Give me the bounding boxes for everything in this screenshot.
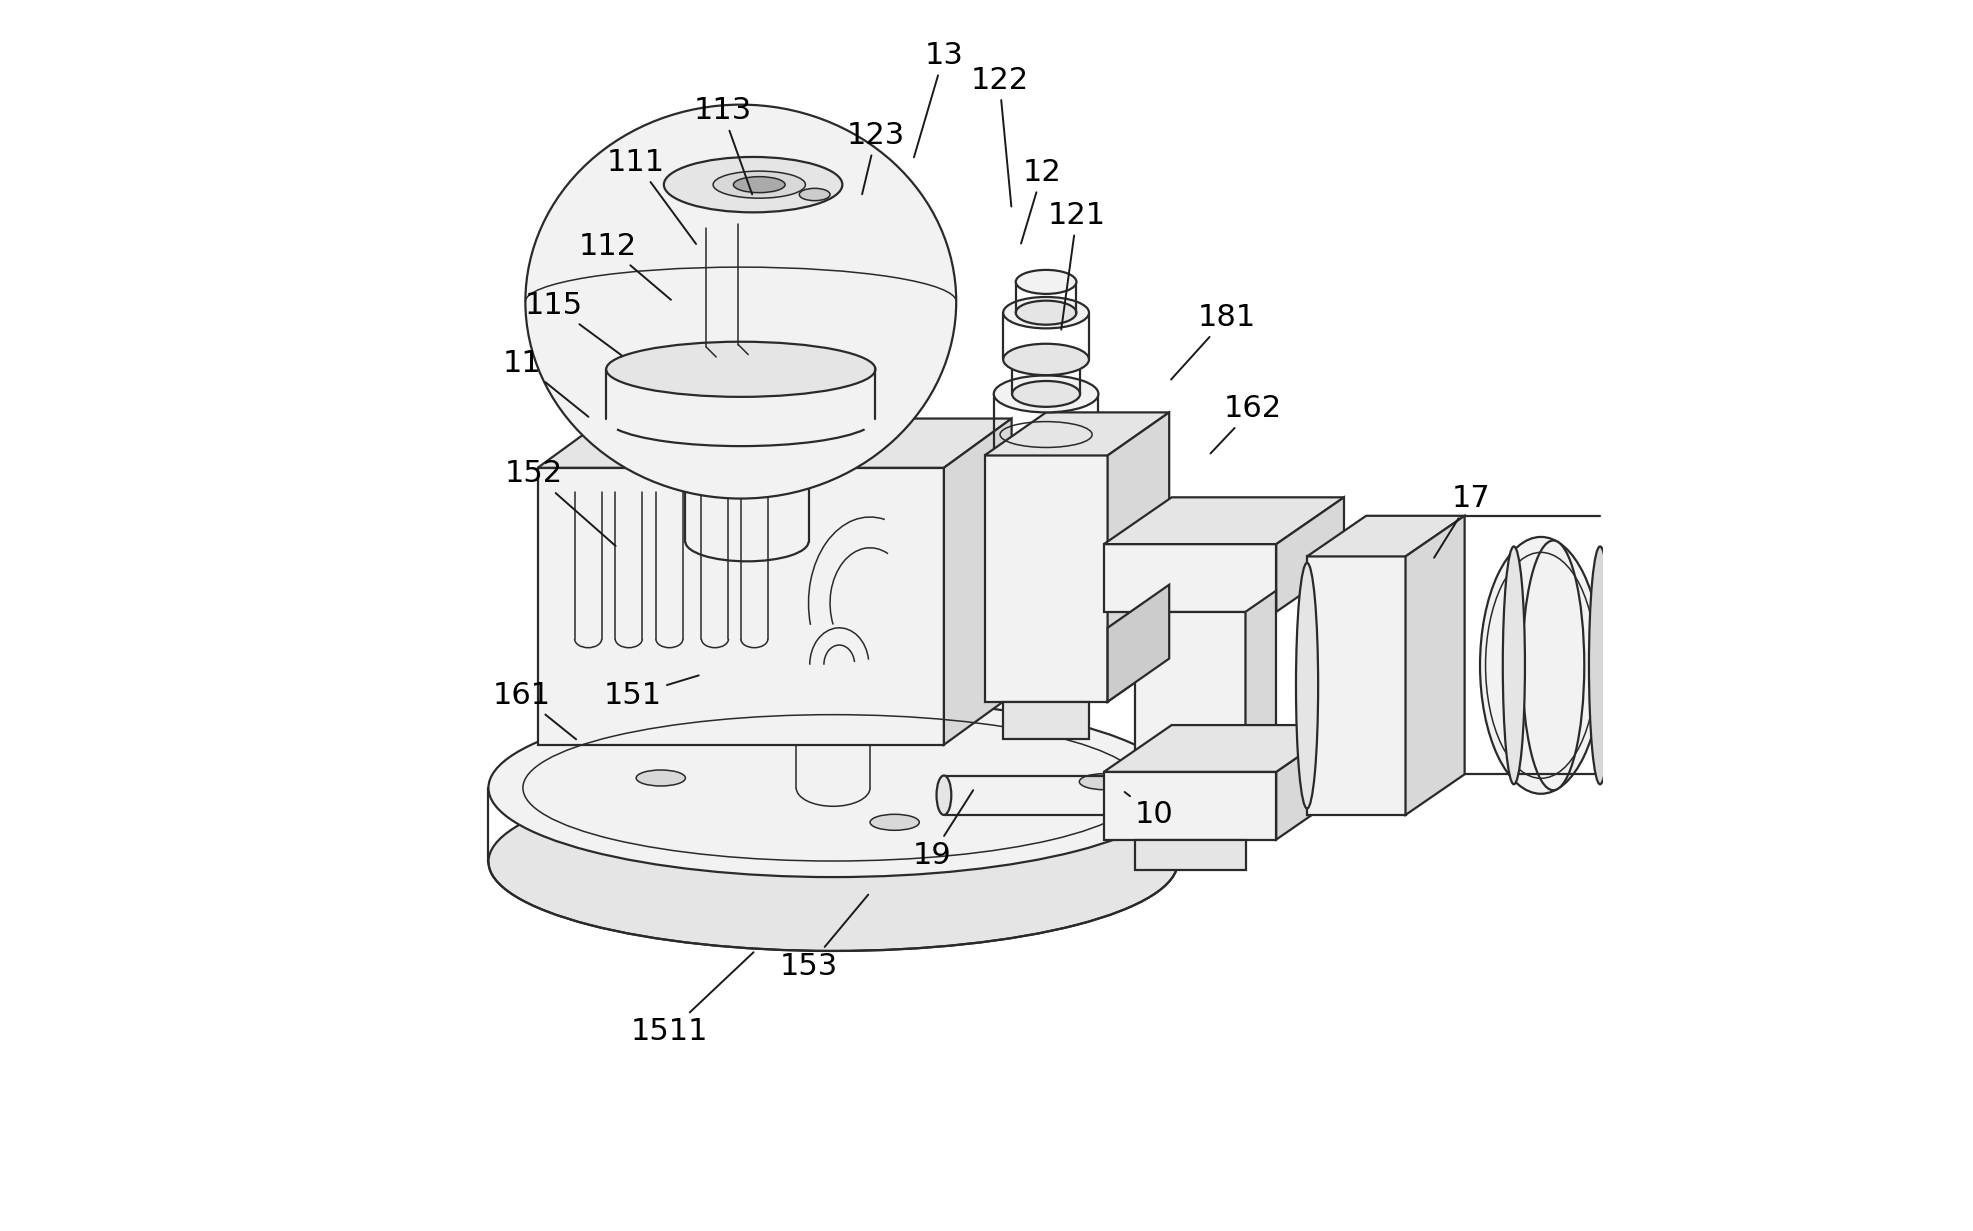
Text: 10: 10 <box>1125 792 1174 830</box>
Ellipse shape <box>1079 774 1129 790</box>
Text: 112: 112 <box>578 231 671 300</box>
Ellipse shape <box>1016 270 1075 294</box>
Ellipse shape <box>1501 547 1525 784</box>
Text: 153: 153 <box>779 895 868 981</box>
Ellipse shape <box>992 375 1097 412</box>
Text: 152: 152 <box>505 459 616 547</box>
Polygon shape <box>537 419 1010 468</box>
Ellipse shape <box>487 773 1178 950</box>
Ellipse shape <box>799 188 829 201</box>
Polygon shape <box>1107 412 1168 702</box>
Ellipse shape <box>1296 563 1318 809</box>
Ellipse shape <box>1521 540 1584 790</box>
Polygon shape <box>1103 497 1344 544</box>
Ellipse shape <box>734 177 785 193</box>
Polygon shape <box>1103 772 1277 840</box>
Ellipse shape <box>1016 300 1075 325</box>
Text: 111: 111 <box>608 148 696 244</box>
Polygon shape <box>943 419 1010 745</box>
Text: 122: 122 <box>971 65 1028 207</box>
Text: 121: 121 <box>1048 201 1105 330</box>
Polygon shape <box>1306 556 1405 815</box>
Polygon shape <box>1103 725 1344 772</box>
Ellipse shape <box>935 776 951 815</box>
Text: 1511: 1511 <box>629 953 754 1046</box>
Text: 162: 162 <box>1209 394 1280 453</box>
Ellipse shape <box>1002 343 1089 375</box>
Polygon shape <box>985 412 1168 455</box>
Polygon shape <box>1405 516 1464 815</box>
Text: 181: 181 <box>1170 303 1255 379</box>
Polygon shape <box>1134 840 1245 870</box>
Text: 151: 151 <box>604 676 698 710</box>
Ellipse shape <box>1588 547 1610 784</box>
Polygon shape <box>1107 585 1168 702</box>
Polygon shape <box>1277 725 1344 840</box>
Polygon shape <box>1134 612 1245 772</box>
Text: 12: 12 <box>1020 158 1061 244</box>
Ellipse shape <box>1012 382 1079 406</box>
Ellipse shape <box>1002 297 1089 329</box>
Text: 123: 123 <box>846 121 906 194</box>
Text: 13: 13 <box>913 41 963 158</box>
Polygon shape <box>985 455 1107 702</box>
Polygon shape <box>1306 516 1464 556</box>
Polygon shape <box>537 468 943 745</box>
Ellipse shape <box>525 105 955 499</box>
Ellipse shape <box>870 815 919 831</box>
Ellipse shape <box>663 158 842 213</box>
Polygon shape <box>1277 497 1344 612</box>
Text: 19: 19 <box>912 790 973 870</box>
Text: 17: 17 <box>1432 484 1490 558</box>
Text: 161: 161 <box>493 681 576 740</box>
Text: 11: 11 <box>501 348 588 417</box>
Ellipse shape <box>487 699 1178 876</box>
Text: 113: 113 <box>693 96 752 194</box>
Text: 115: 115 <box>525 291 621 356</box>
Ellipse shape <box>1480 537 1600 794</box>
Ellipse shape <box>685 448 809 487</box>
Polygon shape <box>1002 702 1089 739</box>
Ellipse shape <box>992 443 1097 480</box>
Ellipse shape <box>606 342 874 396</box>
Ellipse shape <box>712 171 805 198</box>
Polygon shape <box>1103 544 1277 612</box>
Polygon shape <box>1245 591 1275 772</box>
Ellipse shape <box>635 771 685 787</box>
